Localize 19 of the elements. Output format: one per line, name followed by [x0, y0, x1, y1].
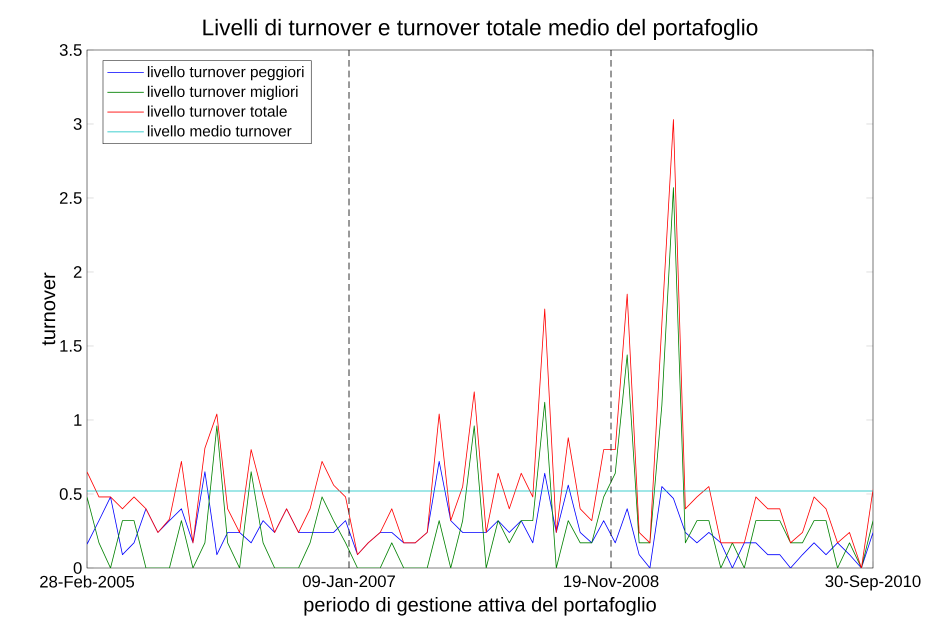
y-tick-label: 2 — [74, 266, 82, 278]
y-tick-label: 3.5 — [60, 44, 82, 56]
legend-label: livello turnover migliori — [148, 86, 298, 100]
legend-label: livello turnover peggiori — [148, 66, 304, 80]
y-tick-label: 0 — [74, 562, 82, 574]
x-tick-label: 30-Sep-2010 — [825, 575, 921, 590]
x-tick-label: 19-Nov-2008 — [564, 575, 658, 588]
y-tick-label: 3 — [74, 118, 82, 130]
y-tick-label: 1.5 — [60, 340, 82, 352]
y-tick-label: 2.5 — [60, 192, 82, 204]
legend-label: livello turnover totale — [148, 106, 287, 117]
y-tick-label: 0.5 — [60, 488, 82, 500]
chart-title: Livelli di turnover e turnover totale medio del portafoglio — [203, 18, 758, 40]
y-axis-title: turnover — [42, 272, 56, 346]
legend-label: livello medio turnover — [148, 125, 292, 137]
y-tick-label: 1 — [74, 414, 82, 426]
x-axis-title: periodo di gestione attiva del portafoglio — [304, 596, 656, 616]
x-tick-label: 28-Feb-2005 — [40, 575, 134, 588]
x-tick-label: 09-Jan-2007 — [302, 575, 395, 588]
